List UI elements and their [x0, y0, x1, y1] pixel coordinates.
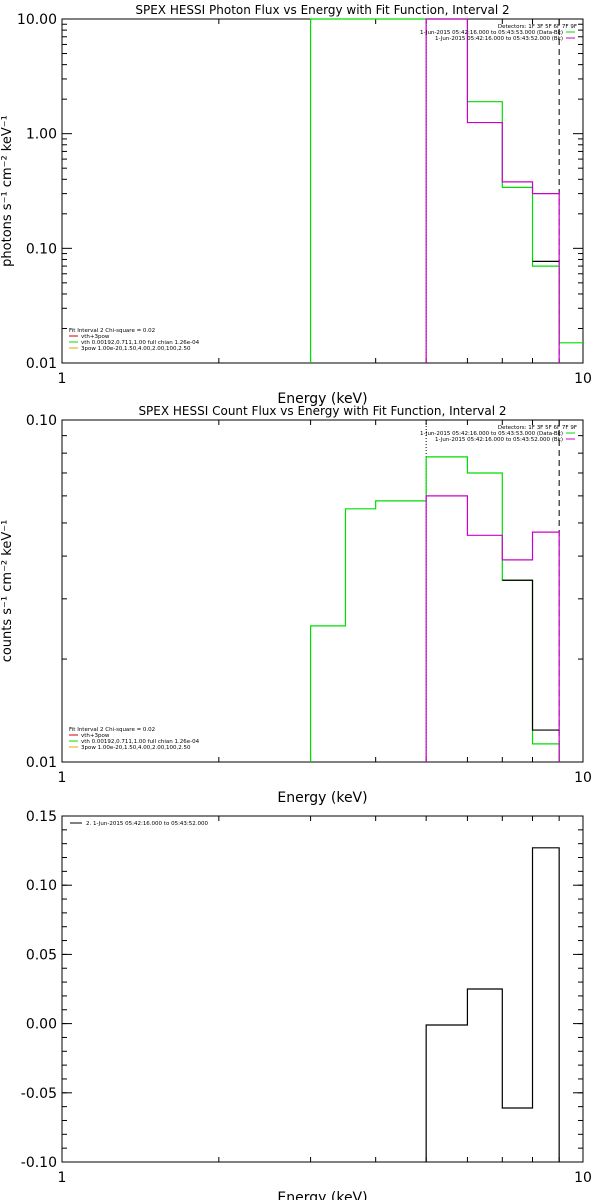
series-line-1	[309, 456, 560, 762]
y-tick-label: 0.10	[26, 241, 57, 257]
plot-frame	[61, 18, 584, 364]
series-line-1	[425, 847, 560, 1162]
x-tick-label: 10	[574, 770, 592, 786]
legend-entry: Fit Interval 2 Chi-square = 0.02	[69, 328, 155, 334]
legend-entry: 1-Jun-2015 05:42:16.000 to 05:43:52.000 …	[435, 36, 563, 42]
legend-entry: Detectors: 1F 3F 5F 6F 7F 9F	[498, 24, 577, 30]
y-tick-label: -0.10	[21, 1155, 57, 1171]
x-tick-label: 1	[58, 770, 67, 786]
chart-panel-3: 1 10 Energy (keV) -0.10 -0.05 0.00 0.05 0.10 0.1…	[21, 809, 592, 1200]
x-axis-label: Energy (keV)	[277, 391, 367, 407]
x-axis-label: Energy (keV)	[277, 1190, 367, 1200]
y-tick-label: 0.01	[26, 755, 57, 771]
chart-title: SPEX HESSI Count Flux vs Energy with Fit…	[138, 404, 506, 418]
y-tick-label: 1.00	[26, 127, 57, 143]
legend-entry: 3pow 1.00e-20,1.50,4.00,2.00,100,2.50	[81, 745, 191, 751]
y-tick-label: 0.15	[26, 809, 57, 825]
chart-panel-1: SPEX HESSI Photon Flux vs Energy with Fi…	[0, 3, 592, 407]
series-line-1	[309, 18, 583, 363]
y-axis-label: counts s⁻¹ cm⁻² keV⁻¹	[0, 520, 15, 663]
chart-title: SPEX HESSI Photon Flux vs Energy with Fi…	[135, 3, 509, 17]
legend-entry: vth 0.00192,0.711,1.00 full chian 1.26e-…	[81, 739, 200, 745]
legend-entry: 1-Jun-2015 05:42:16.000 to 05:43:53.000 …	[420, 431, 563, 437]
plot-frame	[61, 815, 584, 1163]
legend-entry: Detectors: 1F 3F 5F 6F 7F 9F	[498, 425, 577, 431]
legend-entry: 2. 1-Jun-2015 05:42:16.000 to 05:43:52.0…	[86, 821, 209, 827]
y-tick-label: -0.05	[21, 1086, 57, 1102]
x-tick-label: 1	[58, 1170, 67, 1186]
series-line-3	[502, 579, 560, 731]
y-tick-label: 10.00	[17, 12, 57, 28]
x-tick-label: 10	[574, 371, 592, 387]
series-line-2	[425, 495, 560, 762]
legend-entry: Fit Interval 2 Chi-square = 0.02	[69, 727, 155, 733]
chart-panel-2: SPEX HESSI Count Flux vs Energy with Fit…	[0, 404, 592, 806]
y-tick-label: 0.10	[26, 878, 57, 894]
legend-entry: 1-Jun-2015 05:42:16.000 to 05:43:53.000 …	[420, 30, 563, 36]
x-tick-label: 10	[574, 1170, 592, 1186]
y-tick-label: 0.10	[26, 413, 57, 429]
y-axis-label: photons s⁻¹ cm⁻² keV⁻¹	[0, 115, 15, 267]
x-tick-label: 1	[58, 371, 67, 387]
series-line-2	[425, 18, 560, 363]
legend-entry: 1-Jun-2015 05:42:16.000 to 05:43:52.000 …	[435, 437, 563, 443]
y-tick-label: 0.00	[26, 1017, 57, 1033]
x-axis-label: Energy (keV)	[277, 790, 367, 806]
y-tick-label: 0.05	[26, 947, 57, 963]
legend-entry: vth+3pow	[81, 733, 110, 739]
legend-entry: 3pow 1.00e-20,1.50,4.00,2.00,100,2.50	[81, 346, 191, 352]
legend-entry: vth 0.00192,0.711,1.00 full chian 1.26e-…	[81, 340, 200, 346]
plot-frame	[61, 419, 584, 763]
y-tick-label: 0.01	[26, 356, 57, 372]
legend-entry: vth+3pow	[81, 334, 110, 340]
